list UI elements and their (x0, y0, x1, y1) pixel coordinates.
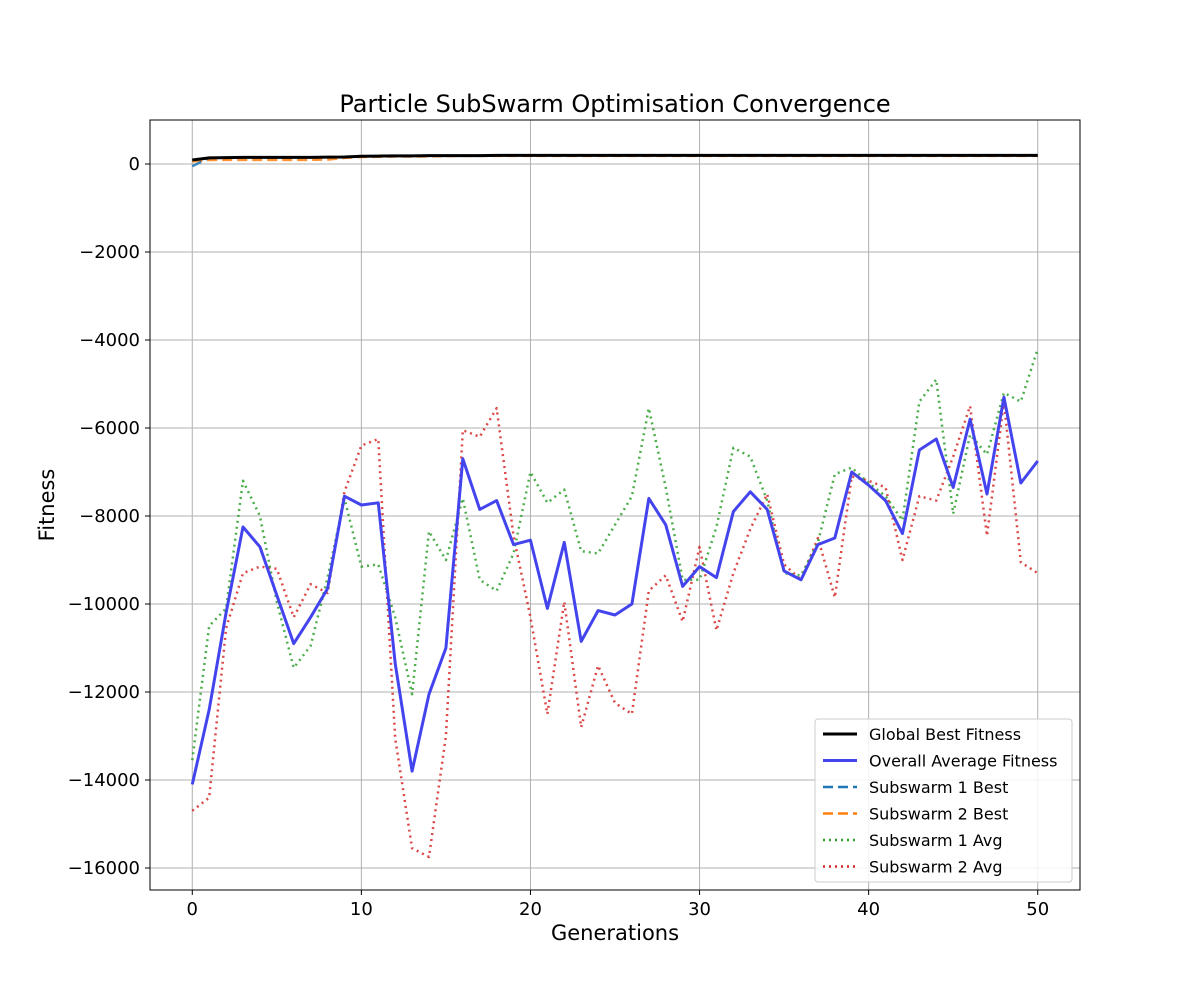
legend-label-subswarm-1-best: Subswarm 1 Best (869, 778, 1008, 797)
chart-title: Particle SubSwarm Optimisation Convergen… (339, 90, 890, 118)
x-axis-label: Generations (551, 921, 679, 945)
legend-box (814, 718, 1073, 883)
y-tick-label: −12000 (68, 682, 140, 703)
x-tick-label: 20 (519, 899, 542, 920)
y-tick-label: −4000 (79, 330, 140, 351)
legend-label-global-best-fitness: Global Best Fitness (869, 725, 1021, 744)
legend-label-subswarm-1-avg: Subswarm 1 Avg (869, 831, 1003, 850)
y-tick-label: −8000 (79, 506, 140, 527)
y-tick-label: 0 (129, 154, 140, 175)
legend-label-subswarm-2-best: Subswarm 2 Best (869, 805, 1008, 824)
y-axis-label: Fitness (35, 469, 59, 542)
x-tick-label: 10 (350, 899, 373, 920)
legend-label-subswarm-2-avg: Subswarm 2 Avg (869, 858, 1003, 877)
x-tick-label: 40 (857, 899, 880, 920)
series-line-global-best-fitness (192, 153, 1038, 162)
legend: Global Best Fitness Overall Average Fitne… (814, 718, 1073, 883)
series-line-overall-average-fitness (190, 395, 1039, 785)
x-tick-label: 30 (688, 899, 711, 920)
y-tick-label: −10000 (68, 594, 140, 615)
grid (150, 120, 1080, 890)
x-tick-label: 0 (187, 899, 198, 920)
legend-label-overall-average-fitness: Overall Average Fitness (869, 752, 1057, 771)
x-tick-label: 50 (1026, 899, 1049, 920)
y-tick-label: −2000 (79, 242, 140, 263)
series-line-subswarm-1-avg (191, 348, 1039, 761)
axis-ticks: 0 10 20 30 40 50 0 −2000 −4000 −6000 −8000 −10000 −1… (68, 154, 1050, 920)
series-lines (190, 153, 1039, 859)
y-tick-label: −14000 (68, 770, 140, 791)
y-tick-label: −16000 (68, 858, 140, 879)
y-tick-label: −6000 (79, 418, 140, 439)
plot-frame (149, 119, 1081, 891)
